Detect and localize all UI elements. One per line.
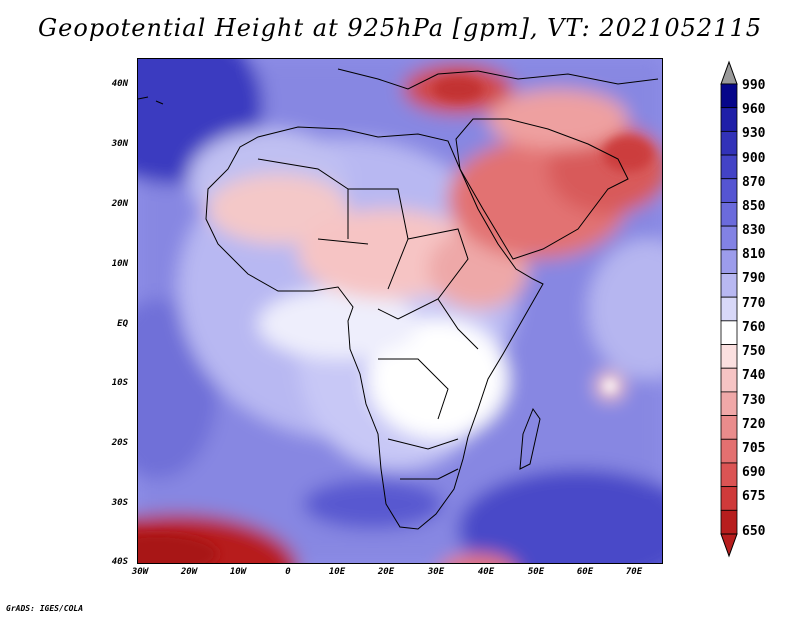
x-tick-label: 10W (229, 567, 247, 577)
y-tick-label: 30S (111, 498, 128, 508)
colorbar-swatch (720, 438, 738, 464)
colorbar-swatch (720, 486, 738, 511)
x-tick-label: 30E (427, 567, 445, 577)
height-detail-layer (138, 77, 653, 563)
grads-credit: GrADS: IGES/COLA (6, 604, 84, 613)
colorbar-label: 850 (742, 199, 766, 214)
y-tick-label: 40N (111, 79, 128, 89)
colorbar-swatch (720, 273, 738, 298)
colorbar-label: 720 (742, 417, 766, 432)
coastline-layer (138, 68, 659, 530)
colorbar-label: 740 (742, 368, 766, 383)
colorbar-label: 900 (742, 151, 766, 166)
colorbar-label: 770 (742, 296, 766, 311)
x-tick-label: 50E (527, 567, 545, 577)
colorbar-swatch (720, 202, 738, 227)
colorbar-label: 690 (742, 465, 766, 480)
x-tick-label: 20E (377, 567, 395, 577)
colorbar-top-cap (720, 60, 738, 85)
colorbar-swatch (720, 415, 738, 440)
x-tick-label: 70E (625, 567, 643, 577)
x-tick-label: 10E (328, 567, 346, 577)
colorbar-swatch (720, 83, 738, 109)
colorbar-swatch (720, 130, 738, 156)
x-tick-label: 30W (131, 567, 149, 577)
x-tick-label: 40E (477, 567, 495, 577)
colorbar-label: 705 (742, 441, 766, 456)
map-title: Geopotential Height at 925hPa [gpm], VT:… (38, 14, 762, 42)
colorbar-swatch (720, 107, 738, 132)
y-tick-label: 10N (111, 259, 128, 269)
colorbar-label: 960 (742, 102, 766, 117)
colorbar-label: 760 (742, 320, 766, 335)
colorbar-label: 990 (742, 78, 766, 93)
colorbar-label: 730 (742, 393, 766, 408)
y-tick-label: EQ (117, 319, 128, 329)
colorbar-label: 870 (742, 175, 766, 190)
y-tick-label: 20N (111, 199, 128, 209)
y-tick-label: 40S (111, 557, 128, 567)
colorbar-swatch (720, 367, 738, 393)
y-tick-label: 10S (111, 378, 128, 388)
x-tick-label: 20W (180, 567, 198, 577)
x-tick-label: 0 (285, 567, 291, 577)
height-field-layer (138, 59, 662, 563)
colorbar-bottom-cap (720, 533, 738, 558)
colorbar-label: 830 (742, 223, 766, 238)
colorbar (720, 60, 738, 558)
colorbar-label: 750 (742, 344, 766, 359)
colorbar-label: 675 (742, 489, 766, 504)
colorbar-swatch (720, 296, 738, 322)
map-plot-area (137, 58, 663, 564)
colorbar-label: 810 (742, 247, 766, 262)
y-tick-label: 20S (111, 438, 128, 448)
colorbar-swatch (720, 320, 738, 345)
colorbar-swatch (720, 509, 738, 535)
colorbar-swatch (720, 154, 738, 180)
colorbar-label: 790 (742, 271, 766, 286)
colorbar-swatch (720, 391, 738, 416)
colorbar-swatch (720, 462, 738, 488)
colorbar-swatch (720, 344, 738, 369)
colorbar-label: 930 (742, 126, 766, 141)
y-tick-label: 30N (111, 139, 128, 149)
colorbar-label: 650 (742, 524, 766, 539)
colorbar-swatch (720, 225, 738, 251)
colorbar-swatch (720, 249, 738, 274)
x-tick-label: 60E (576, 567, 594, 577)
colorbar-swatch (720, 178, 738, 203)
